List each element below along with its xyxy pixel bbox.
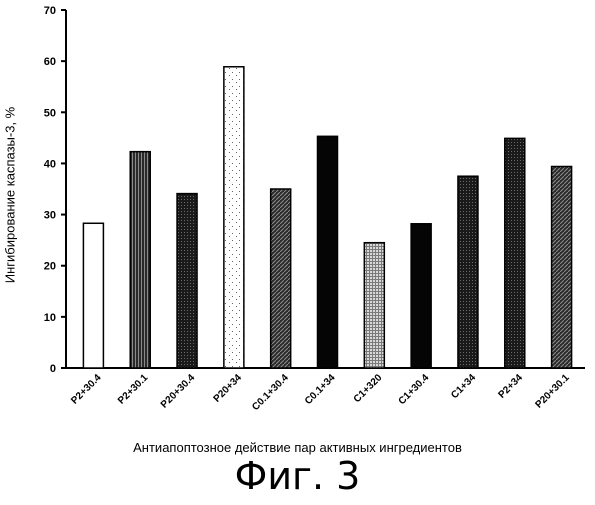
- bar-4: [224, 67, 244, 368]
- y-tick-label: 50: [44, 107, 56, 119]
- x-axis-title: Антиапоптозное действие пар активных инг…: [0, 440, 595, 455]
- bar-1: [83, 223, 103, 368]
- x-tick-label: C1+30.4: [397, 372, 432, 407]
- x-tick-label: P2+30.4: [69, 372, 104, 407]
- bar-8: [411, 224, 431, 368]
- x-tick-label: P2+30.1: [116, 372, 151, 407]
- x-tick-label: P20+30.4: [159, 372, 198, 411]
- x-tick-label: C0.1+30.4: [250, 372, 291, 413]
- y-tick-label: 20: [44, 261, 56, 273]
- x-tick-label: C1+34: [449, 372, 478, 401]
- y-tick-label: 70: [44, 5, 56, 17]
- y-tick-label: 40: [44, 158, 56, 170]
- bar-11: [552, 166, 572, 368]
- x-tick-label: P20+34: [212, 372, 245, 405]
- x-tick-label: P20+30.1: [533, 372, 572, 411]
- bar-10: [505, 138, 525, 368]
- bar-9: [458, 176, 478, 368]
- x-tick-label: C0.1+34: [303, 372, 338, 407]
- y-tick-label: 0: [50, 363, 56, 375]
- bar-2: [130, 152, 150, 368]
- y-tick-label: 60: [44, 56, 56, 68]
- y-axis-title-text: Ингибирование каспазы-3, %: [3, 107, 18, 283]
- x-tick-label: P2+34: [496, 372, 525, 401]
- figure-caption: Фиг. 3: [0, 454, 595, 498]
- bar-3: [177, 194, 197, 368]
- x-tick-label: C1+320: [352, 372, 385, 405]
- bar-5: [271, 189, 291, 368]
- bar-7: [364, 243, 384, 368]
- bar-6: [318, 136, 338, 368]
- y-tick-label: 30: [44, 210, 56, 222]
- y-tick-label: 10: [44, 312, 56, 324]
